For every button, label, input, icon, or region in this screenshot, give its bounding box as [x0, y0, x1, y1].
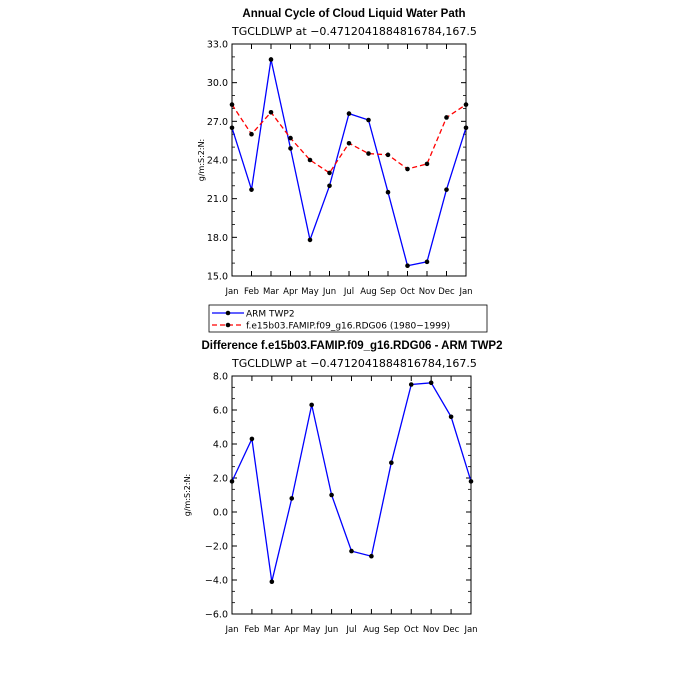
- top-series-1-point: [405, 166, 410, 172]
- top-xtick-label: Jun: [322, 287, 336, 297]
- bottom-ytick-label: −4.0: [205, 576, 228, 587]
- bottom-ytick-label: −6.0: [205, 610, 228, 621]
- top-series-0-point: [444, 187, 449, 192]
- top-series-1-point: [327, 170, 332, 176]
- top-series-0-point: [307, 237, 313, 243]
- top-ytick-label: 15.0: [207, 272, 228, 283]
- top-series-0-point: [346, 111, 352, 116]
- top-xtick-label: Mar: [263, 287, 280, 297]
- bottom-ytick-label: 4.0: [213, 440, 228, 451]
- bottom-ytick-label: 8.0: [213, 372, 228, 383]
- top-xtick-label: Jan: [224, 287, 238, 297]
- top-series-0-point: [288, 146, 293, 151]
- bottom-series-0-point: [269, 579, 275, 584]
- legend-box: [208, 304, 488, 333]
- bottom-series-0-point: [349, 548, 354, 554]
- top-series-0-point: [327, 183, 332, 189]
- bottom-y-axis-label: g/m:S:2:N:: [183, 474, 192, 517]
- top-series-0-point: [229, 125, 235, 131]
- top-xtick-label: Feb: [244, 287, 259, 297]
- top-series-1-point: [366, 151, 371, 156]
- top-series-1-point: [268, 110, 274, 115]
- top-plot-area: 15.0 18.0 21.0 24.0 27.0 30.0 33.0 Jan Feb Mar Apr…: [207, 40, 473, 298]
- bottom-series-0-point: [428, 380, 434, 386]
- top-y-axis-label: g/m:S:2:N:: [197, 139, 206, 182]
- bottom-frame: [231, 375, 472, 615]
- bottom-xtick-label: Jan: [463, 625, 477, 635]
- bottom-series-0-point: [448, 414, 454, 420]
- legend-marker-model: [225, 322, 231, 328]
- top-series-0-point: [385, 189, 391, 195]
- top-series-0-point: [366, 117, 371, 123]
- bottom-xtick-label: Sep: [383, 625, 399, 635]
- top-series-0-point: [463, 125, 469, 131]
- top-xtick-label: Sep: [380, 287, 396, 297]
- bottom-series-0-point: [309, 402, 314, 408]
- bottom-xtick-label: Mar: [264, 625, 281, 635]
- top-ytick-label: 18.0: [207, 233, 228, 244]
- top-ytick-label: 33.0: [207, 40, 228, 51]
- top-ytick-label: 27.0: [207, 117, 228, 128]
- bottom-xtick-label: May: [303, 625, 321, 635]
- top-series-0-point: [424, 259, 430, 265]
- top-series-1-point: [229, 102, 235, 107]
- top-chart-title: Annual Cycle of Cloud Liquid Water Path: [242, 8, 465, 20]
- legend-label-arm: ARM TWP2: [246, 310, 295, 320]
- bottom-chart-title: Difference f.e15b03.FAMIP.f09_g16.RDG06 …: [201, 340, 502, 352]
- top-xtick-label: Oct: [400, 287, 415, 297]
- bottom-plot-area: −6.0 −4.0 −2.0 0.0 2.0 4.0 6.0 8.0 Jan Feb Mar Apr M…: [205, 372, 478, 636]
- bottom-series-0-point: [289, 496, 295, 501]
- bottom-xtick-label: Dec: [443, 625, 460, 635]
- top-series-0-line: [231, 59, 467, 267]
- top-ytick-label: 30.0: [207, 78, 228, 89]
- top-series-0-point: [249, 187, 254, 192]
- bottom-xtick-label: Feb: [244, 625, 259, 635]
- top-series-0-point: [405, 263, 410, 268]
- bottom-xtick-label: Jul: [345, 625, 356, 635]
- top-xtick-label: Jan: [458, 287, 472, 297]
- top-series-1-point: [307, 157, 313, 163]
- top-series-1-point: [288, 135, 293, 141]
- top-frame: [231, 43, 467, 277]
- bottom-xtick-label: Nov: [423, 625, 440, 635]
- top-series-0-point: [268, 57, 274, 62]
- legend-label-model: f.e15b03.FAMIP.f09_g16.RDG06 (1980−1999): [246, 322, 450, 332]
- legend-marker-arm: [225, 310, 231, 316]
- top-xtick-label: Dec: [438, 287, 455, 297]
- top-series-1-point: [385, 152, 391, 158]
- bottom-ytick-label: 2.0: [213, 474, 228, 485]
- top-ytick-label: 21.0: [207, 194, 228, 205]
- bottom-ytick-label: 6.0: [213, 406, 228, 417]
- top-xtick-label: Apr: [283, 287, 298, 297]
- bottom-series-0-point: [408, 382, 414, 387]
- bottom-series-0-point: [229, 479, 235, 484]
- bottom-xtick-label: Aug: [363, 625, 380, 635]
- bottom-chart-subtitle: TGCLDLWP at −0.4712041884816784,167.5: [231, 357, 477, 370]
- top-series-1-point: [424, 161, 430, 167]
- bottom-series-0-point: [468, 479, 474, 484]
- top-xtick-label: Aug: [360, 287, 377, 297]
- bottom-series-0-point: [389, 460, 394, 466]
- top-chart-subtitle: TGCLDLWP at −0.4712041884816784,167.5: [231, 25, 477, 38]
- bottom-xtick-label: Jun: [324, 625, 338, 635]
- top-series-1-point: [346, 140, 352, 146]
- bottom-ytick-label: 0.0: [213, 508, 228, 519]
- top-xtick-label: May: [301, 287, 319, 297]
- bottom-xtick-label: Jan: [224, 625, 238, 635]
- top-ytick-label: 24.0: [207, 156, 228, 167]
- top-series-1-point: [444, 115, 449, 120]
- top-series-1-point: [249, 131, 254, 137]
- bottom-xtick-label: Apr: [284, 625, 299, 635]
- top-xtick-label: Jul: [343, 287, 354, 297]
- top-xtick-label: Nov: [419, 287, 436, 297]
- top-series-1-point: [463, 102, 469, 107]
- bottom-series-0-point: [369, 553, 374, 559]
- bottom-series-0-point: [249, 436, 255, 442]
- bottom-series-0-point: [329, 492, 334, 498]
- bottom-ytick-label: −2.0: [205, 542, 228, 553]
- bottom-xtick-label: Oct: [404, 625, 419, 635]
